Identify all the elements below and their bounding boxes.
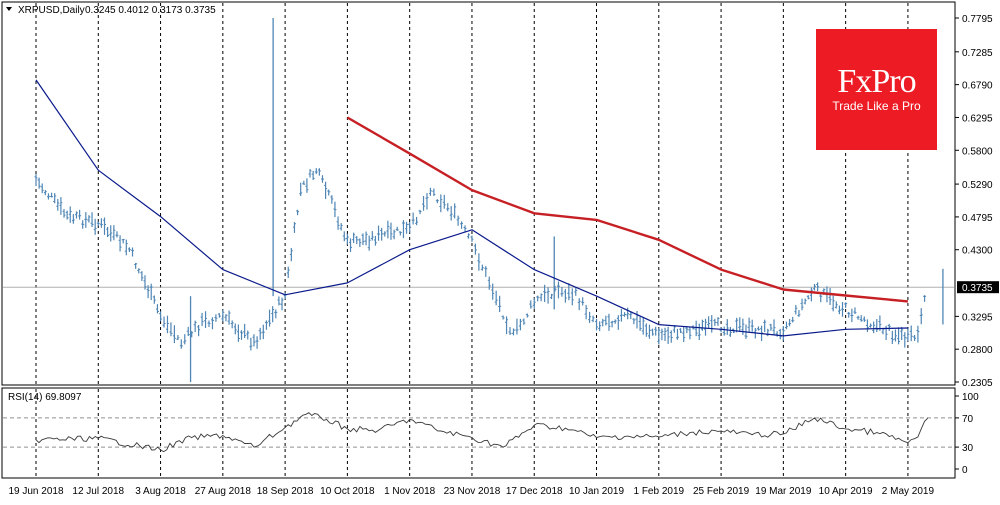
rsi-line xyxy=(35,412,929,453)
y-tick-label: 0.6790 xyxy=(962,81,993,92)
rsi-indicator xyxy=(35,412,929,453)
x-tick-label: 17 Dec 2018 xyxy=(506,486,563,497)
x-tick-label: 25 Feb 2019 xyxy=(693,486,750,497)
y-tick-label: 0.5290 xyxy=(962,180,993,191)
fxpro-logo: FxPro Trade Like a Pro xyxy=(816,29,937,150)
current-price-label: 0.3735 xyxy=(962,283,993,294)
grid xyxy=(3,3,954,477)
moving-average-long xyxy=(346,116,909,303)
price-bars xyxy=(34,18,944,382)
dropdown-arrow-icon xyxy=(6,7,12,11)
x-tick-label: 10 Apr 2019 xyxy=(819,486,873,497)
logo-tagline: Trade Like a Pro xyxy=(832,99,921,113)
x-tick-label: 19 Mar 2019 xyxy=(755,486,812,497)
y-tick-label: 0.4795 xyxy=(962,213,993,224)
y-tick-label: 0.7285 xyxy=(962,48,993,59)
logo-brand: FxPro xyxy=(837,63,916,100)
rsi-y-tick-label: 30 xyxy=(962,443,974,454)
y-tick-label: 0.2800 xyxy=(962,345,993,356)
x-tick-label: 18 Sep 2018 xyxy=(257,486,314,497)
x-tick-label: 1 Feb 2019 xyxy=(633,486,684,497)
rsi-y-tick-label: 0 xyxy=(962,465,968,476)
x-tick-label: 12 Jul 2018 xyxy=(72,486,124,497)
rsi-y-tick-label: 100 xyxy=(962,392,979,403)
rsi-panel-frame xyxy=(1,387,956,479)
ohlc-readout: 0.3245 0.4012 0.3173 0.3735 xyxy=(85,5,216,16)
x-tick-label: 2 May 2019 xyxy=(882,486,935,497)
rsi-y-tick-label: 70 xyxy=(962,414,974,425)
x-tick-label: 10 Oct 2018 xyxy=(320,486,375,497)
y-tick-label: 0.6295 xyxy=(962,113,993,124)
x-tick-label: 23 Nov 2018 xyxy=(444,486,501,497)
current-price-badge xyxy=(957,281,999,294)
y-tick-label: 0.5800 xyxy=(962,146,993,157)
x-tick-label: 27 Aug 2018 xyxy=(195,486,252,497)
axes: 19 Jun 2018 12 Jul 2018 3 Aug 2018 27 Aug 2… xyxy=(6,7,999,497)
y-tick-label: 0.2305 xyxy=(962,378,993,389)
x-tick-label: 1 Nov 2018 xyxy=(384,486,436,497)
x-tick-label: 19 Jun 2018 xyxy=(8,486,63,497)
x-tick-label: 3 Aug 2018 xyxy=(135,486,186,497)
rsi-title: RSI(14) 69.8097 xyxy=(8,392,82,403)
y-tick-label: 0.3295 xyxy=(962,312,993,323)
y-tick-label: 0.4300 xyxy=(962,246,993,257)
x-tick-label: 10 Jan 2019 xyxy=(569,486,624,497)
moving-averages xyxy=(35,79,909,337)
moving-average-short xyxy=(35,79,908,337)
symbol-title: XRPUSD,Daily xyxy=(18,5,85,16)
y-tick-label: 0.7795 xyxy=(962,14,993,25)
